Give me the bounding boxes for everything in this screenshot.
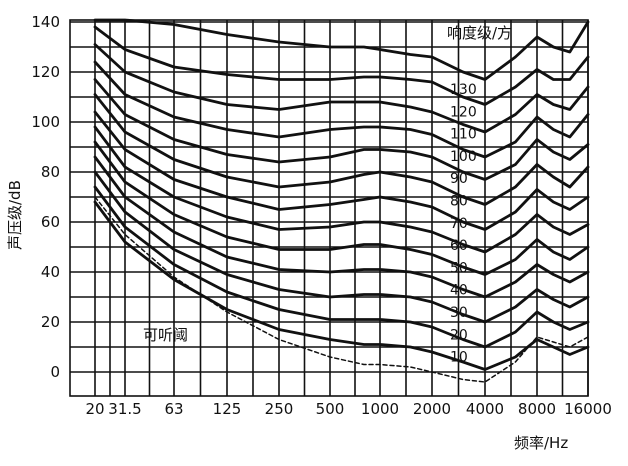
y-tick-label: 60 (41, 213, 60, 231)
legend-title: 响度级/方 (447, 24, 512, 42)
level-label: 80 (450, 194, 468, 210)
level-label: 40 (450, 283, 468, 299)
x-tick-label: 2000 (413, 400, 451, 418)
y-tick-label: 140 (31, 13, 60, 31)
loudness-curve-50 (93, 140, 590, 276)
level-label: 110 (450, 127, 477, 143)
level-label: 50 (450, 260, 468, 276)
loudness-curve-110 (93, 43, 590, 134)
y-axis-label: 声压级/dB (6, 180, 24, 250)
level-label: 130 (450, 82, 477, 98)
level-label: 60 (450, 238, 468, 254)
x-tick-label: 16000 (564, 400, 612, 418)
x-tick-label: 63 (164, 400, 183, 418)
x-tick-labels: 20 31.5 63 125 250 500 1000 2000 4000 8000 16000 (85, 400, 611, 418)
loudness-curve-20 (93, 185, 590, 349)
threshold-curve (94, 196, 589, 383)
loudness-curve-60 (93, 125, 590, 254)
level-label: 90 (450, 171, 468, 187)
level-label: 70 (450, 216, 468, 232)
x-tick-label: 250 (265, 400, 294, 418)
level-label: 20 (450, 327, 468, 343)
plot-border (69, 19, 589, 397)
x-tick-label: 8000 (518, 400, 556, 418)
level-label: 100 (450, 149, 477, 165)
series-curves (93, 18, 590, 383)
level-labels: 130 120 110 100 90 80 70 60 50 40 30 20 10 (450, 82, 477, 366)
x-axis-label: 频率/Hz (514, 434, 568, 452)
threshold-label: 可听阈 (143, 326, 188, 344)
y-tick-label: 100 (31, 113, 60, 131)
loudness-curve-40 (93, 155, 590, 299)
y-tick-label: 0 (50, 363, 60, 381)
y-tick-label: 20 (41, 313, 60, 331)
loudness-curve-120 (93, 25, 590, 106)
level-label: 120 (450, 104, 477, 120)
loudness-curve-70 (93, 110, 590, 231)
loudness-curve-80 (93, 93, 590, 206)
loudness-curve-90 (93, 78, 590, 181)
x-tick-label: 4000 (466, 400, 504, 418)
level-label: 30 (450, 305, 468, 321)
y-tick-label: 120 (31, 63, 60, 81)
level-label: 10 (450, 350, 468, 366)
loudness-curve-100 (93, 60, 590, 159)
x-tick-label: 31.5 (108, 400, 141, 418)
plot-frame (69, 19, 589, 397)
x-tick-label: 20 (85, 400, 104, 418)
x-tick-label: 1000 (361, 400, 399, 418)
y-tick-labels: 0 20 40 60 80 100 120 140 (31, 13, 60, 381)
x-tick-label: 500 (316, 400, 345, 418)
y-tick-label: 80 (41, 163, 60, 181)
x-tick-label: 125 (213, 400, 242, 418)
y-tick-label: 40 (41, 263, 60, 281)
loudness-curve-130 (93, 18, 590, 81)
loudness-curve-30 (93, 170, 590, 324)
